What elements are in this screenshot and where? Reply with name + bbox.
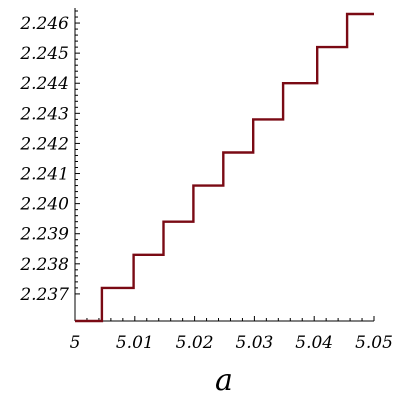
- y-tick-label: 2.237: [19, 285, 69, 305]
- x-tick-label: 5.03: [235, 333, 273, 353]
- y-tick-label: 2.239: [19, 225, 69, 245]
- y-axis: 2.237 2.238 2.239 2.240 2.241 2.242 2.243 2.244…: [19, 8, 80, 321]
- y-tick-label: 2.245: [19, 44, 69, 64]
- x-axis: 5 5.01 5.02 5.03 5.04 5.05: [70, 316, 393, 353]
- y-tick-label: 2.244: [19, 74, 69, 94]
- y-tick-label: 2.238: [19, 255, 69, 275]
- y-tick-label: 2.243: [19, 104, 69, 124]
- x-tick-label: 5.02: [176, 333, 214, 353]
- y-tick-label: 2.246: [19, 14, 69, 34]
- x-tick-label: 5: [70, 333, 81, 353]
- x-tick-label: 5.01: [116, 333, 154, 353]
- y-tick-label: 2.242: [19, 134, 69, 154]
- series-layer: [75, 12, 374, 323]
- series-line: [75, 12, 374, 323]
- x-axis-title: a: [215, 363, 233, 398]
- y-tick-label: 2.241: [19, 165, 69, 185]
- x-tick-label: 5.04: [295, 333, 333, 353]
- x-tick-label: 5.05: [355, 333, 393, 353]
- y-tick-label: 2.240: [19, 195, 69, 215]
